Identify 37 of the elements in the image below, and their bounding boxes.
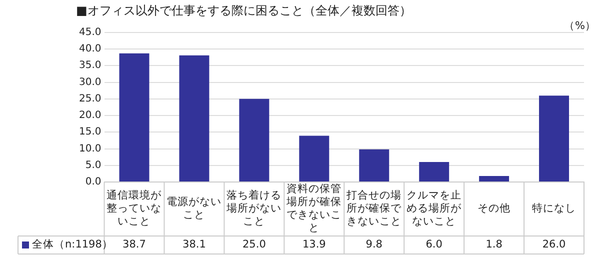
bar	[119, 53, 150, 182]
legend-label: 全体（n:1198）	[32, 238, 113, 251]
y-tick-label: 45.0	[79, 26, 102, 38]
chart-title: ■オフィス以外で仕事をする際に困ること（全体／複数回答）	[76, 3, 412, 18]
bar	[239, 98, 270, 182]
x-tick-label: 打合せの場所が確保できないこと	[346, 188, 403, 228]
y-tick-label: 35.0	[79, 60, 102, 72]
text: 13.9	[302, 238, 326, 251]
bar	[179, 55, 210, 182]
x-tick-label: 資料の保管場所が確保できないこと	[286, 182, 342, 234]
x-tick-label: 電源がないこと	[166, 196, 222, 222]
text: （%）	[564, 20, 596, 32]
y-tick-label: 20.0	[79, 110, 102, 122]
y-tick-label: 30.0	[79, 76, 102, 88]
y-tick-label: 10.0	[79, 143, 102, 154]
text: 6.0	[426, 238, 442, 251]
y-tick-label: 5.0	[85, 160, 102, 171]
y-tick-label: 25.0	[79, 93, 102, 104]
x-tick-label: その他	[478, 202, 511, 215]
text: 25.0	[242, 238, 266, 251]
bar	[539, 96, 570, 182]
bar	[299, 136, 330, 182]
y-tick-label: 40.0	[79, 44, 102, 55]
text: 1.8	[486, 238, 502, 251]
y-tick-label: 15.0	[79, 126, 102, 138]
y-tick-label: 0.0	[85, 176, 102, 188]
x-tick-label: クルマを止める場所がないこと	[406, 188, 463, 228]
bar	[419, 162, 450, 182]
x-tick-label: 通信環境が整っていないこと	[106, 188, 163, 228]
bar	[359, 149, 390, 182]
text: 38.7	[122, 238, 146, 251]
text: 38.1	[182, 238, 206, 251]
x-tick-label: 特になし	[532, 202, 576, 215]
text: 9.8	[366, 238, 382, 251]
text: 26.0	[542, 238, 566, 251]
bar	[479, 176, 510, 182]
x-tick-label: 落ち着ける場所がないこと	[226, 188, 282, 228]
